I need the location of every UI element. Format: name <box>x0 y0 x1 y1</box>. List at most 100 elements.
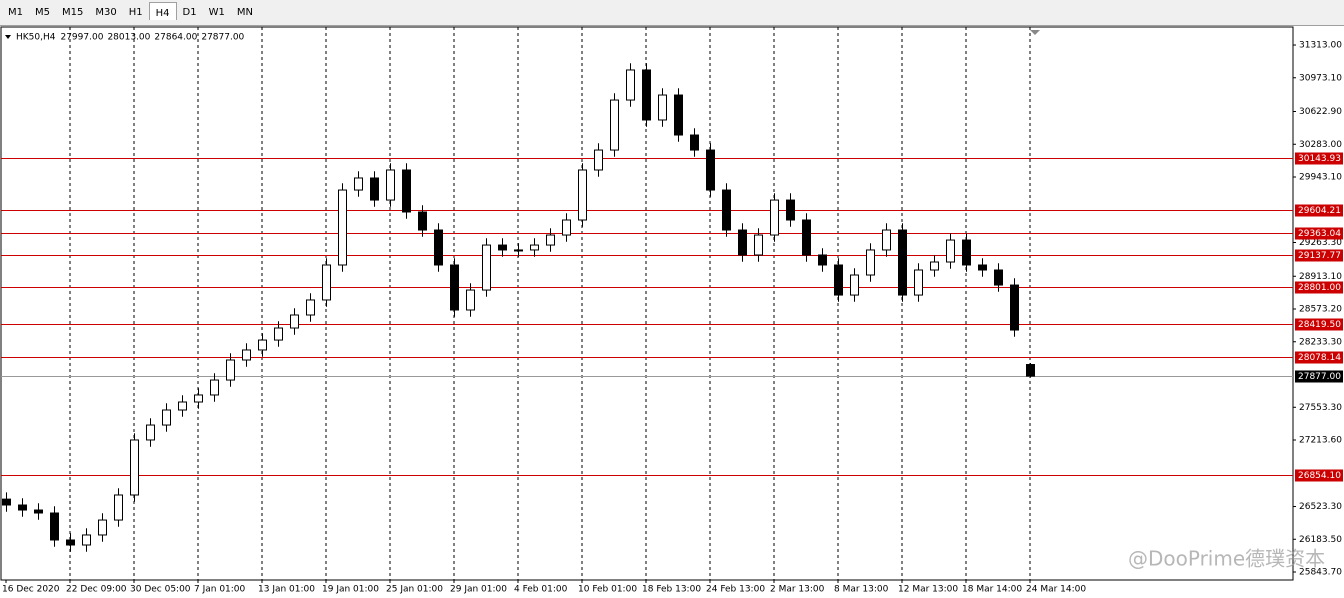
candle-body <box>946 239 955 263</box>
timeframe-tab[interactable]: H4 <box>148 2 177 20</box>
y-tick-label: 30283.00 <box>1299 140 1342 150</box>
level-label-box <box>1295 249 1343 262</box>
candle-body <box>450 264 459 311</box>
candle-body <box>434 229 443 266</box>
candle-body <box>114 494 123 521</box>
y-tick-label: 30622.90 <box>1299 107 1342 117</box>
y-tick-label: 29263.30 <box>1299 238 1342 248</box>
candle-body <box>786 199 795 221</box>
candle-body <box>530 244 539 251</box>
candle-body <box>274 327 283 341</box>
x-tick-label: 25 Jan 01:00 <box>386 585 443 595</box>
level-label: 28801.00 <box>1298 283 1341 293</box>
candle-body <box>770 199 779 236</box>
candle-body <box>594 149 603 171</box>
candle-body <box>354 177 363 191</box>
candle-body <box>738 229 747 256</box>
header-value: 27877.00 <box>201 33 244 43</box>
candle-body <box>498 244 507 251</box>
candle-body <box>754 234 763 256</box>
candle-body <box>322 264 331 301</box>
y-tick-label: 29943.10 <box>1299 173 1342 183</box>
candle-body <box>34 509 43 514</box>
candle-body <box>898 229 907 296</box>
candle-body <box>178 401 187 411</box>
candle-body <box>50 512 59 541</box>
candle-body <box>994 269 1003 286</box>
x-tick-label: 12 Mar 13:00 <box>898 585 958 595</box>
candle-body <box>978 264 987 271</box>
candle-body <box>482 244 491 291</box>
symbol: HK50,H4 <box>16 33 56 43</box>
candle-body <box>130 439 139 496</box>
level-label: 29363.04 <box>1298 229 1341 239</box>
timeframe-toolbar: M1 M5 M15 M30 H1 H4 D1 W1 MN <box>0 0 1344 26</box>
y-tick-label: 28573.20 <box>1299 305 1342 315</box>
candle-body <box>386 169 395 201</box>
candle-body <box>306 299 315 316</box>
x-tick-label: 13 Jan 01:00 <box>258 585 315 595</box>
candle-body <box>818 254 827 266</box>
candle-body <box>802 219 811 256</box>
x-tick-label: 22 Dec 09:00 <box>66 585 127 595</box>
candle-body <box>242 349 251 361</box>
header-value: 27997.00 <box>60 33 103 43</box>
timeframe-tab[interactable]: W1 <box>208 7 225 18</box>
y-tick-label: 31313.00 <box>1299 41 1342 51</box>
y-tick-label: 25843.70 <box>1299 568 1342 578</box>
x-tick-label: 7 Jan 01:00 <box>194 585 246 595</box>
shift-marker <box>1030 30 1040 35</box>
header-value: 27864.00 <box>154 33 197 43</box>
header-value: 28013.00 <box>107 33 150 43</box>
candle-body <box>658 94 667 121</box>
x-tick-label: 30 Dec 05:00 <box>130 585 191 595</box>
level-label: 29604.21 <box>1298 206 1341 216</box>
candle-body <box>1026 364 1035 377</box>
level-label-box <box>1295 204 1343 217</box>
x-tick-label: 18 Feb 13:00 <box>642 585 701 595</box>
timeframe-tab[interactable]: MN <box>236 7 253 18</box>
candle-body <box>18 504 27 511</box>
candle-body <box>1010 284 1019 331</box>
x-tick-label: 10 Feb 01:00 <box>578 585 637 595</box>
current-price-label: 27877.00 <box>1298 372 1341 382</box>
candle-body <box>290 314 299 329</box>
candle-body <box>546 234 555 246</box>
timeframe-tab[interactable]: M1 <box>8 7 23 18</box>
candle-body <box>562 219 571 236</box>
candle-body <box>834 264 843 296</box>
candle-body <box>370 177 379 201</box>
candle-body <box>722 189 731 231</box>
x-tick-label: 29 Jan 01:00 <box>450 585 507 595</box>
y-tick-label: 28233.30 <box>1299 337 1342 347</box>
candle-body <box>466 289 475 311</box>
x-tick-label: 16 Dec 2020 <box>2 585 60 595</box>
candle-body <box>610 99 619 151</box>
timeframe-tab[interactable]: M15 <box>62 7 84 18</box>
candle-body <box>626 69 635 101</box>
timeframe-tab[interactable]: H1 <box>128 7 143 18</box>
candle-body <box>194 394 203 403</box>
candle-body <box>210 379 219 396</box>
candle-body <box>914 269 923 296</box>
timeframe-tab[interactable]: D1 <box>182 7 197 18</box>
level-label: 26854.10 <box>1298 471 1341 481</box>
candle-body <box>418 211 427 231</box>
candle-body <box>578 169 587 221</box>
level-label-box <box>1295 152 1343 165</box>
timeframe-tab[interactable]: M30 <box>95 7 117 18</box>
candle-body <box>82 534 91 546</box>
candle-body <box>98 519 107 536</box>
candle-body <box>674 94 683 136</box>
y-tick-label: 26523.30 <box>1299 502 1342 512</box>
timeframe-tab[interactable]: M5 <box>35 7 50 18</box>
y-tick-label: 27553.30 <box>1299 403 1342 413</box>
level-label: 28078.14 <box>1298 353 1341 363</box>
candle-body <box>258 339 267 351</box>
candle-body <box>706 149 715 191</box>
level-label: 29137.77 <box>1298 251 1341 261</box>
x-tick-label: 8 Mar 13:00 <box>834 585 889 595</box>
candle-body <box>690 134 699 151</box>
